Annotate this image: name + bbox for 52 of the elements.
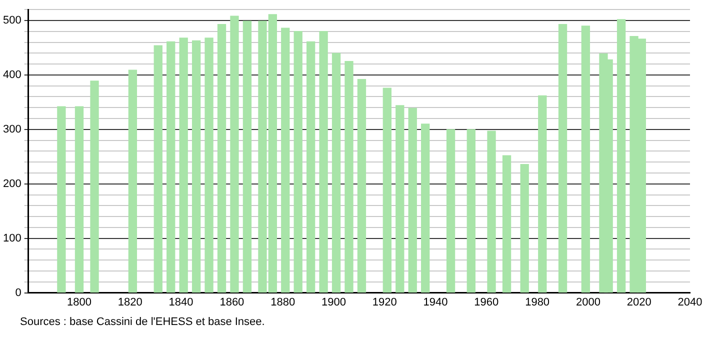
bar xyxy=(502,155,512,293)
source-note: Sources : base Cassini de l'EHESS et base Insee. xyxy=(20,316,266,328)
bar xyxy=(616,19,626,293)
x-tick-label: 2020 xyxy=(626,296,652,308)
bar xyxy=(421,124,430,293)
bar xyxy=(128,70,138,293)
bar xyxy=(154,45,162,293)
bar xyxy=(217,24,226,293)
bar xyxy=(332,52,341,293)
bar xyxy=(74,106,84,293)
x-tick-label: 1960 xyxy=(474,296,499,308)
x-tick-label: 1940 xyxy=(423,296,448,308)
bar xyxy=(179,38,188,293)
bar xyxy=(382,88,392,293)
bar xyxy=(166,41,176,293)
bar xyxy=(319,31,328,293)
x-tick-label: 1900 xyxy=(321,296,346,308)
x-tick-label: 1820 xyxy=(118,296,142,308)
y-tick-label: 100 xyxy=(2,232,22,244)
y-tick-label: 500 xyxy=(2,14,22,27)
x-tick-label: 1840 xyxy=(168,296,194,308)
bar xyxy=(90,80,99,293)
bar xyxy=(281,28,290,293)
bar xyxy=(294,31,302,293)
bar xyxy=(57,106,66,293)
x-tick-label: 2040 xyxy=(678,296,702,308)
x-tick-label: 1920 xyxy=(372,296,397,308)
bar xyxy=(306,41,316,293)
x-tick-label: 1800 xyxy=(67,296,92,308)
x-tick-label: 1860 xyxy=(220,296,244,308)
bar xyxy=(204,38,214,293)
bar xyxy=(581,26,590,293)
x-tick-label: 1880 xyxy=(270,296,296,308)
bar xyxy=(396,105,404,293)
bar xyxy=(466,129,476,293)
bar xyxy=(520,164,529,293)
bar xyxy=(357,78,366,293)
bar xyxy=(408,108,417,293)
bar xyxy=(230,16,239,293)
bar xyxy=(446,129,456,293)
y-tick-label: 400 xyxy=(2,68,22,81)
bar xyxy=(242,20,252,293)
bar xyxy=(192,40,201,293)
bar xyxy=(538,95,547,293)
bar xyxy=(558,24,568,293)
y-tick-label: 200 xyxy=(2,178,22,190)
x-tick-label: 2000 xyxy=(576,296,600,308)
bar xyxy=(487,130,496,293)
bar xyxy=(344,61,354,293)
y-tick-label: 0 xyxy=(15,286,22,299)
x-tick-label: 1980 xyxy=(525,296,550,308)
y-tick-label: 300 xyxy=(2,123,22,136)
